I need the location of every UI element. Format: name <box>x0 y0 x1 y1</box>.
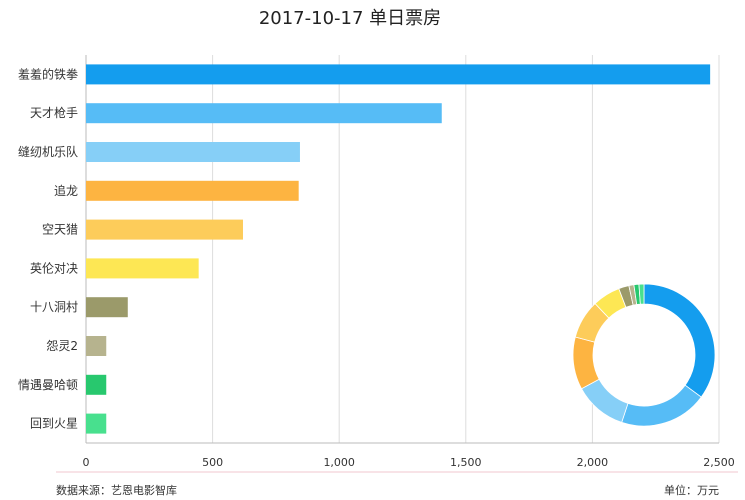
x-tick-label: 2,500 <box>703 456 735 469</box>
category-label: 羞羞的铁拳 <box>18 66 78 81</box>
bar <box>86 374 107 395</box>
category-label: 回到火星 <box>30 417 78 431</box>
category-label: 天才枪手 <box>30 105 78 120</box>
bar <box>86 258 199 279</box>
bar <box>86 180 299 201</box>
data-source-note: 数据来源：艺恩电影智库 <box>56 484 177 497</box>
category-label: 十八洞村 <box>30 300 78 314</box>
category-label: 空天猎 <box>42 223 78 237</box>
x-tick-label: 1,500 <box>450 456 482 469</box>
x-tick-label: 0 <box>83 456 90 469</box>
category-label: 追龙 <box>54 183 78 198</box>
donut-slice <box>580 378 629 423</box>
x-tick-label: 2,000 <box>577 456 609 469</box>
x-tick-label: 500 <box>202 456 223 469</box>
donut-slice <box>621 384 702 427</box>
x-tick-labels: 0 500 1,000 1,500 2,000 2,500 <box>83 456 735 469</box>
bar <box>86 64 711 85</box>
bar <box>86 413 107 434</box>
x-tick-label: 1,000 <box>323 456 355 469</box>
category-label: 怨灵2 <box>46 339 78 353</box>
bar <box>86 336 107 356</box>
donut-chart <box>572 283 716 427</box>
bar <box>86 297 128 318</box>
chart-title: 2017-10-17 单日票房 <box>258 8 442 29</box>
bar <box>86 219 243 240</box>
category-label: 英伦对决 <box>30 260 78 275</box>
bar <box>86 142 300 162</box>
category-label: 缝纫机乐队 <box>18 144 78 159</box>
bars <box>86 64 711 434</box>
category-label: 情遇曼哈顿 <box>18 378 78 392</box>
donut-slice <box>572 336 600 390</box>
unit-note: 单位：万元 <box>664 484 719 497</box>
donut-slice <box>643 283 716 398</box>
donut-slice <box>638 283 645 305</box>
bar <box>86 103 442 124</box>
